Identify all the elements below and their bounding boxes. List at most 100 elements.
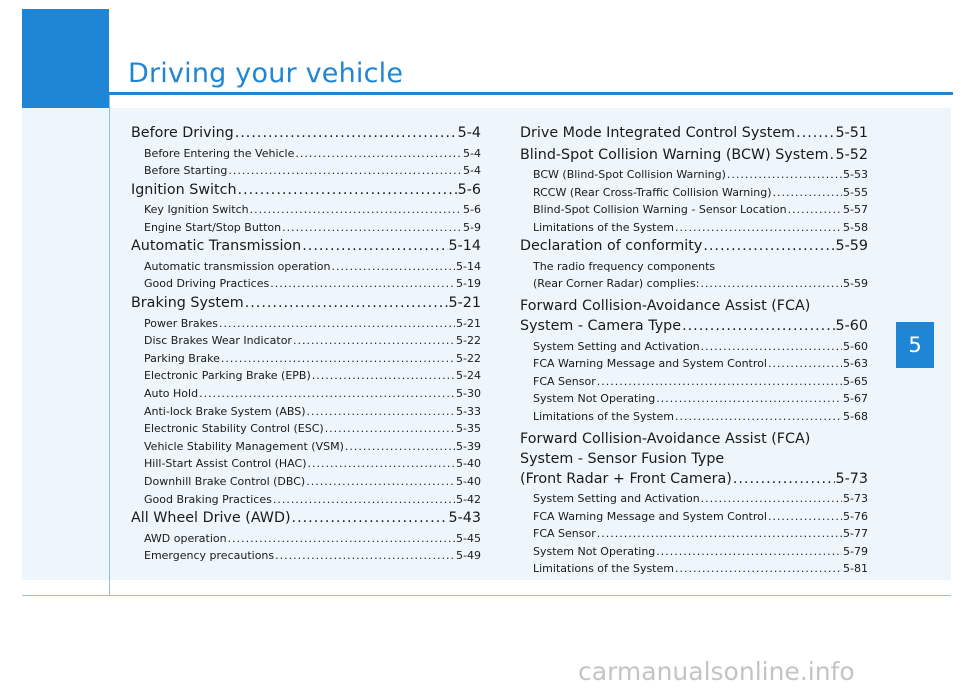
toc-item-link[interactable]: System Setting and Activation 5-73 <box>520 490 868 508</box>
toc-item-link[interactable]: Engine Start/Stop Button 5-9 <box>131 219 481 237</box>
toc-section-heading-line: System - Sensor Fusion Type <box>520 450 725 467</box>
toc-dot-leader <box>293 332 455 350</box>
toc-item-link[interactable]: FCA Warning Message and System Control 5-… <box>520 508 868 526</box>
toc-item-title: Engine Start/Stop Button <box>144 220 282 234</box>
toc-item-link[interactable]: Downhill Brake Control (DBC) 5-40 <box>131 473 481 491</box>
toc-item-link[interactable]: Parking Brake 5-22 <box>131 350 481 368</box>
toc-item-link[interactable]: RCCW (Rear Cross-Traffic Collision Warni… <box>520 184 868 202</box>
toc-item-title: Before Entering the Vehicle <box>144 146 295 160</box>
toc-item-page: 5-68 <box>843 409 868 423</box>
toc-dot-leader <box>768 508 842 526</box>
toc-item-link[interactable]: System Setting and Activation 5-60 <box>520 338 868 356</box>
toc-dot-leader <box>219 315 455 333</box>
toc-dot-leader <box>788 201 842 219</box>
toc-item-link[interactable]: (Rear Corner Radar) complies: 5-59 <box>520 275 868 293</box>
toc-section-link[interactable]: System - Camera Type 5-60 <box>520 316 868 338</box>
toc-dot-leader <box>701 490 842 508</box>
toc-section-link[interactable]: (Front Radar + Front Camera) 5-73 <box>520 469 868 491</box>
toc-item-page: 5-19 <box>456 277 481 291</box>
toc-item-link[interactable]: FCA Sensor 5-77 <box>520 525 868 543</box>
toc-item-page: 5-49 <box>456 549 481 563</box>
toc-item-page: 5-40 <box>456 457 481 471</box>
chapter-tab[interactable]: 5 <box>896 322 934 368</box>
toc-section-link[interactable]: Automatic Transmission 5-14 <box>131 236 481 258</box>
toc-item-page: 5-63 <box>843 357 868 371</box>
toc-section-heading-line: Forward Collision-Avoidance Assist (FCA) <box>520 298 811 315</box>
toc-dot-leader <box>597 525 842 543</box>
toc-item-link[interactable]: Auto Hold 5-30 <box>131 385 481 403</box>
toc-dot-leader <box>235 123 457 145</box>
toc-section-link[interactable]: All Wheel Drive (AWD) 5-43 <box>131 508 481 530</box>
toc-dot-leader <box>656 543 842 561</box>
toc-dot-leader <box>238 180 457 202</box>
toc-item-link[interactable]: Limitations of the System 5-68 <box>520 408 868 426</box>
toc-dot-leader <box>312 367 455 385</box>
toc-item-link[interactable]: Emergency precautions 5-49 <box>131 547 481 565</box>
toc-item-title: Downhill Brake Control (DBC) <box>144 474 306 488</box>
toc-item-link[interactable]: Before Entering the Vehicle 5-4 <box>131 145 481 163</box>
toc-item-link[interactable]: System Not Operating 5-67 <box>520 390 868 408</box>
toc-dot-leader <box>768 355 842 373</box>
toc-item-link[interactable]: Blind-Spot Collision Warning - Sensor Lo… <box>520 201 868 219</box>
toc-dot-leader <box>245 293 448 315</box>
toc-item-link[interactable]: System Not Operating 5-79 <box>520 543 868 561</box>
toc-section-page: 5-52 <box>835 146 868 163</box>
toc-subitems: Key Ignition Switch 5-6 Engine Start/Stop … <box>131 201 481 236</box>
toc-item-link[interactable]: AWD operation 5-45 <box>131 530 481 548</box>
toc-item-link[interactable]: Automatic transmission operation 5-14 <box>131 258 481 276</box>
toc-section-page: 5-73 <box>835 470 868 487</box>
toc-section-link[interactable]: Braking System 5-21 <box>131 293 481 315</box>
toc-subitems: BCW (Blind-Spot Collision Warning) 5-53 R… <box>520 166 868 236</box>
toc-item-title: Electronic Parking Brake (EPB) <box>144 369 311 383</box>
toc-section-title: Blind-Spot Collision Warning (BCW) Syste… <box>520 146 829 163</box>
toc-item-link[interactable]: Good Driving Practices 5-19 <box>131 275 481 293</box>
toc-dot-leader <box>228 162 462 180</box>
toc-item-link[interactable]: Before Starting 5-4 <box>131 162 481 180</box>
toc-dot-leader <box>830 145 835 167</box>
toc-section-link[interactable]: Blind-Spot Collision Warning (BCW) Syste… <box>520 145 868 167</box>
toc-item-page: 5-81 <box>843 562 868 576</box>
toc-item-link[interactable]: Key Ignition Switch 5-6 <box>131 201 481 219</box>
toc-dot-leader <box>796 123 834 145</box>
toc-item-link[interactable]: FCA Sensor 5-65 <box>520 373 868 391</box>
toc-section-link[interactable]: Drive Mode Integrated Control System 5-51 <box>520 123 868 145</box>
toc-subitems: System Setting and Activation 5-60 FCA Wa… <box>520 338 868 426</box>
toc-item-link[interactable]: BCW (Blind-Spot Collision Warning) 5-53 <box>520 166 868 184</box>
toc-item-link[interactable]: Vehicle Stability Management (VSM) 5-39 <box>131 438 481 456</box>
toc-dot-leader <box>199 385 455 403</box>
toc-item-title: System Setting and Activation <box>533 339 700 353</box>
toc-item-title: Limitations of the System <box>533 220 674 234</box>
toc-item-page: 5-45 <box>456 531 481 545</box>
toc-item-link[interactable]: Electronic Parking Brake (EPB) 5-24 <box>131 367 481 385</box>
toc-dot-leader <box>700 275 842 293</box>
toc-dot-leader <box>675 408 842 426</box>
toc-section-page: 5-59 <box>835 238 868 255</box>
toc-item-link[interactable]: Limitations of the System 5-58 <box>520 219 868 237</box>
toc-item-title: Auto Hold <box>144 386 199 400</box>
toc-item-title: Power Brakes <box>144 316 219 330</box>
toc-item-title: Electronic Stability Control (ESC) <box>144 422 324 436</box>
toc-section-link[interactable]: Before Driving 5-4 <box>131 123 481 145</box>
toc-item-link[interactable]: Power Brakes 5-21 <box>131 315 481 333</box>
toc-item-page: 5-65 <box>843 374 868 388</box>
toc-item-page: 5-67 <box>843 392 868 406</box>
toc-item-title: System Setting and Activation <box>533 492 700 506</box>
toc-dot-leader <box>773 184 842 202</box>
toc-item-link[interactable]: Electronic Stability Control (ESC) 5-35 <box>131 420 481 438</box>
toc-item-title: (Rear Corner Radar) complies: <box>533 277 700 291</box>
toc-item-link[interactable]: Limitations of the System 5-81 <box>520 560 868 578</box>
toc-item-link[interactable]: FCA Warning Message and System Control 5-… <box>520 355 868 373</box>
toc-dot-leader <box>703 236 834 258</box>
toc-item-page: 5-53 <box>843 168 868 181</box>
page-title: Driving your vehicle <box>128 58 404 89</box>
toc-section-link[interactable]: Declaration of conformity 5-59 <box>520 236 868 258</box>
toc-dot-leader <box>282 219 462 237</box>
toc-item-link[interactable]: Hill-Start Assist Control (HAC) 5-40 <box>131 455 481 473</box>
toc-item-link[interactable]: Disc Brakes Wear Indicator 5-22 <box>131 332 481 350</box>
toc-item-link[interactable]: Anti-lock Brake System (ABS) 5-33 <box>131 403 481 421</box>
margin-line-horizontal <box>22 595 951 596</box>
toc-item-page: 5-22 <box>456 334 481 348</box>
toc-item-link[interactable]: Good Braking Practices 5-42 <box>131 491 481 509</box>
toc-section-link[interactable]: Ignition Switch 5-6 <box>131 180 481 202</box>
